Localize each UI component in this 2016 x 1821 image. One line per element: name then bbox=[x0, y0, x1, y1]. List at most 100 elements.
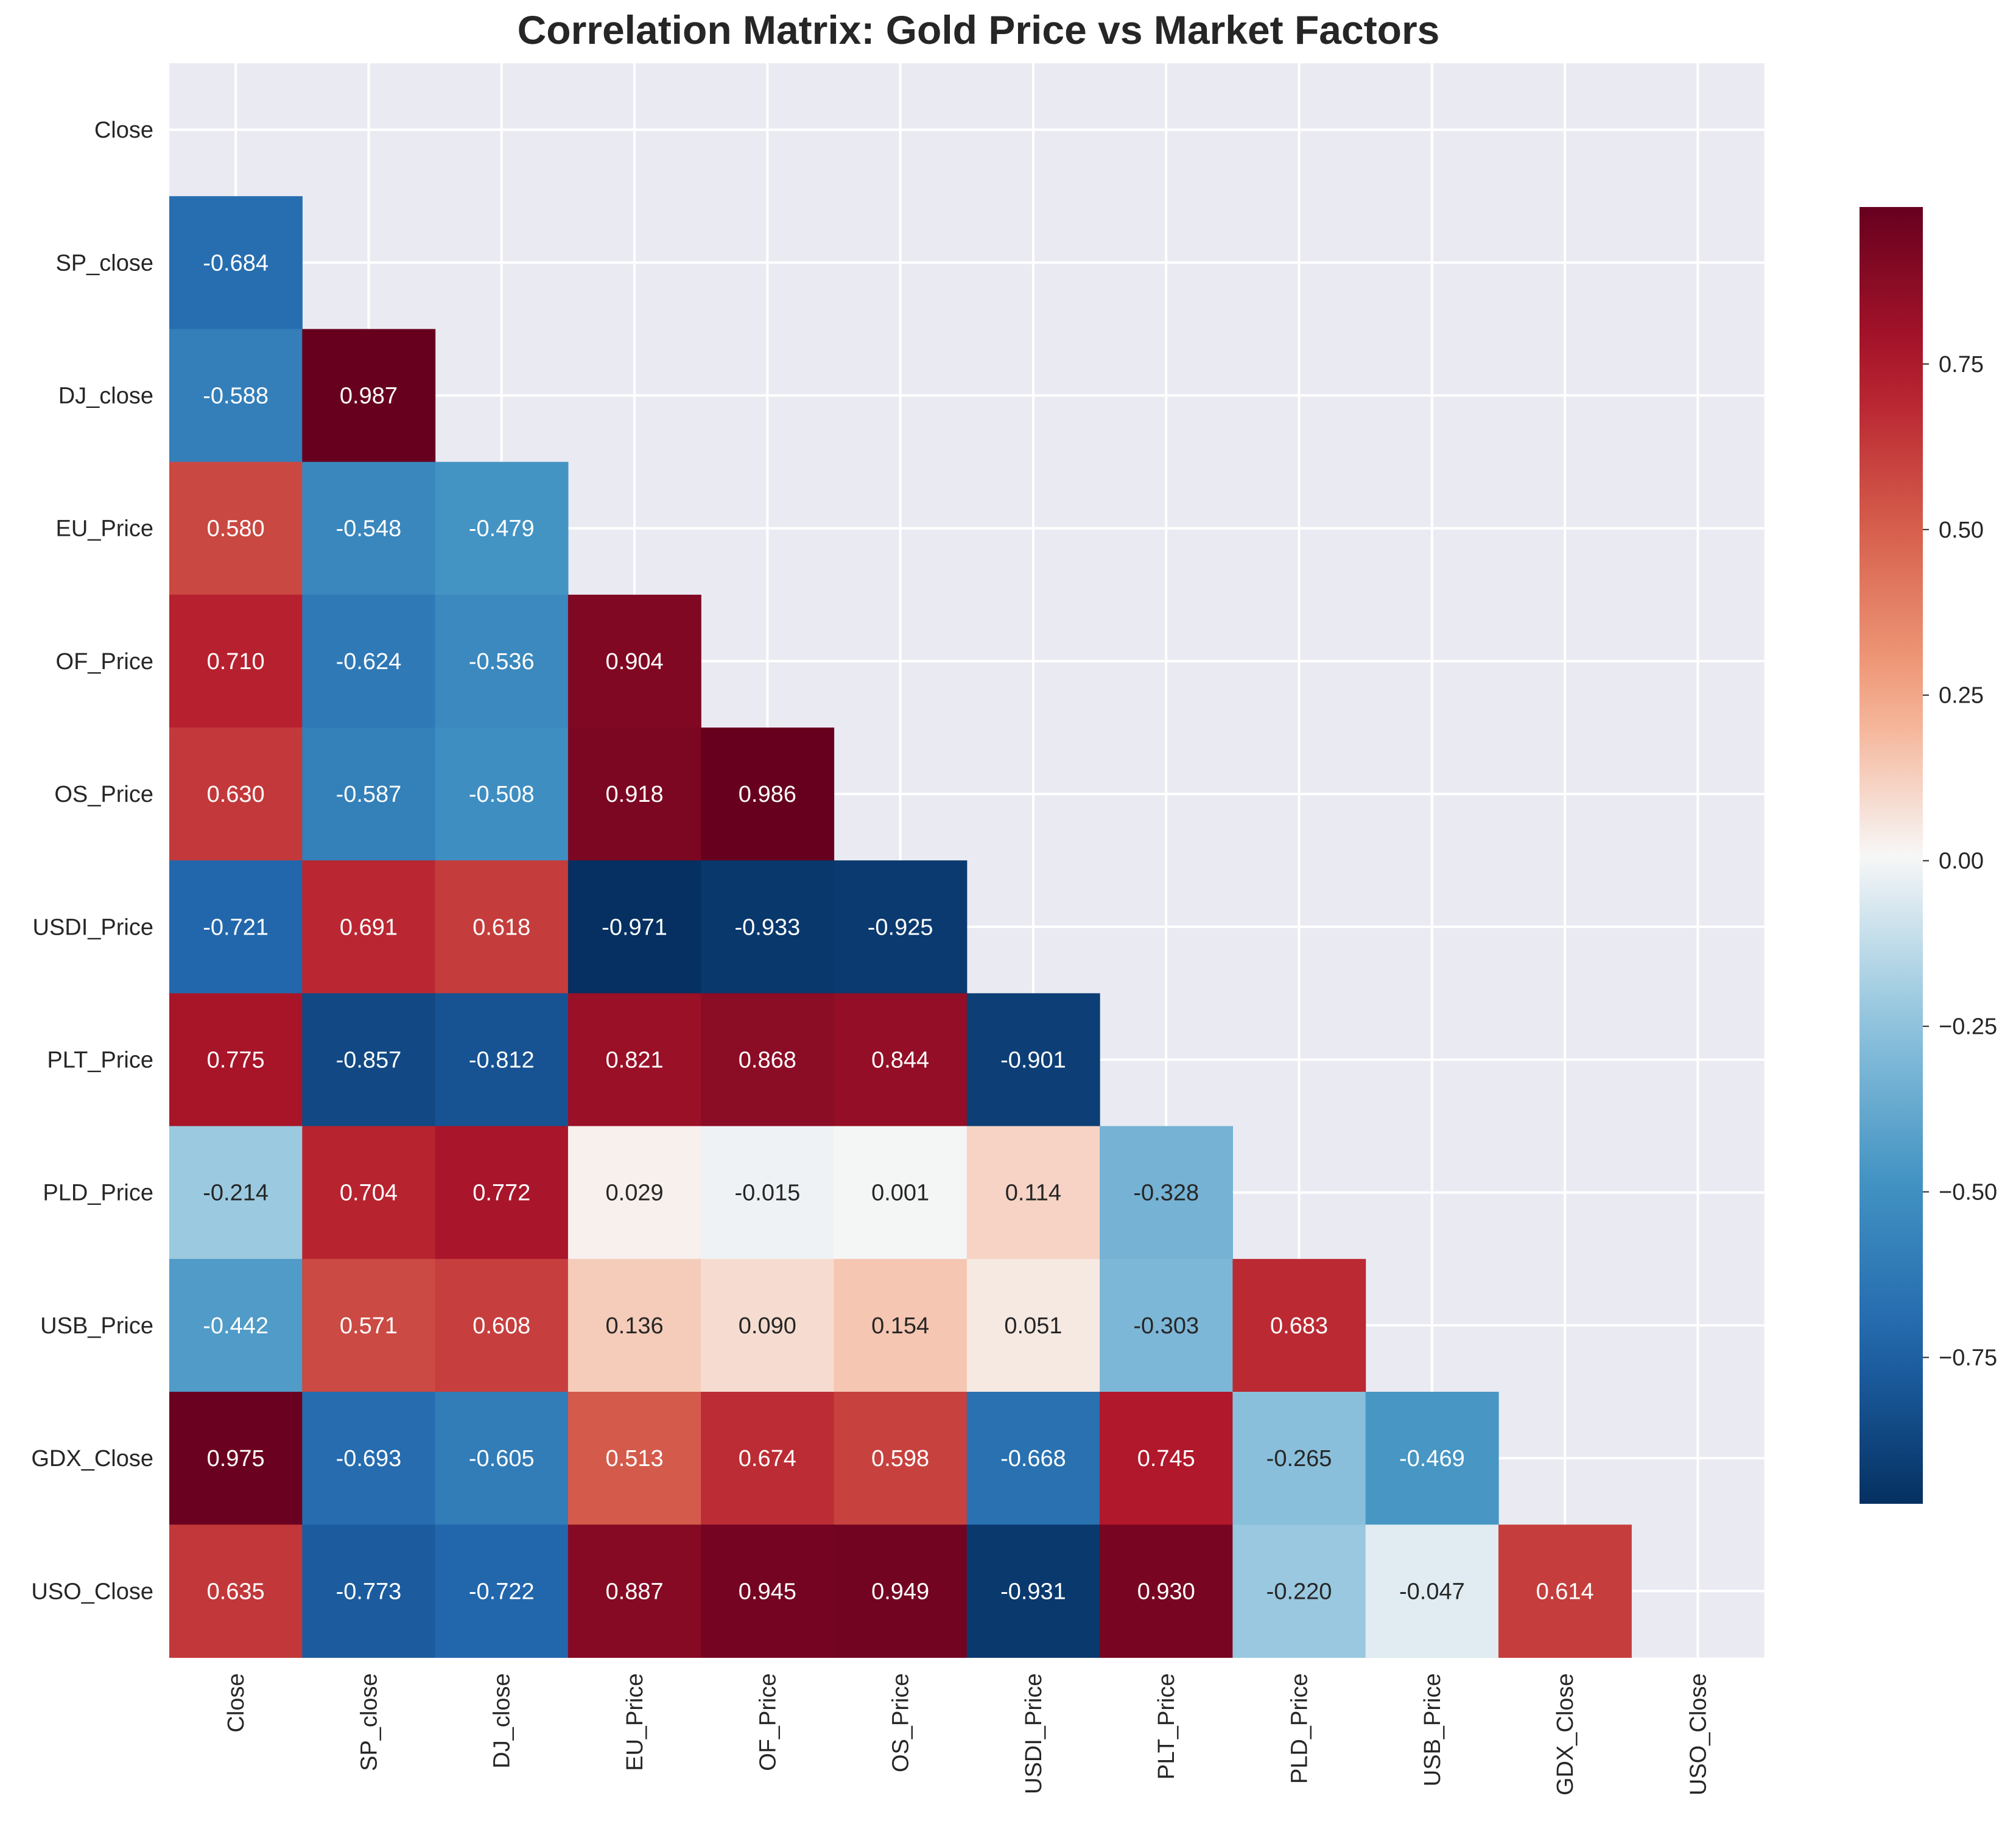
heatmap-cell bbox=[567, 728, 701, 861]
heatmap-cell bbox=[1100, 1525, 1233, 1658]
heatmap-cell bbox=[435, 1126, 569, 1260]
heatmap-cell bbox=[567, 860, 701, 994]
heatmap-cell bbox=[701, 1258, 835, 1392]
heatmap-cell bbox=[435, 1258, 569, 1392]
heatmap-cell bbox=[834, 860, 968, 994]
x-tick-label: USB_Price bbox=[1420, 1673, 1445, 1786]
heatmap-cell bbox=[169, 329, 303, 463]
cell-value-label: -0.015 bbox=[734, 1181, 800, 1206]
heatmap-cell bbox=[169, 461, 303, 595]
heatmap-cell bbox=[1498, 1525, 1632, 1658]
cell-value-label: -0.971 bbox=[602, 914, 667, 940]
heatmap-cell bbox=[302, 728, 436, 861]
heatmap-cell bbox=[302, 993, 436, 1127]
x-tick-label: Close bbox=[223, 1673, 249, 1732]
heatmap-cell bbox=[302, 1258, 436, 1392]
x-tick-label: OF_Price bbox=[755, 1673, 781, 1770]
cell-value-label: 0.136 bbox=[606, 1313, 664, 1339]
cell-value-label: 0.580 bbox=[207, 516, 265, 542]
colorbar: 0.75 0.50 0.25 0.00 −0.25 −0.50 −0.75 bbox=[1860, 207, 1997, 1504]
cell-value-label: 0.571 bbox=[340, 1313, 398, 1339]
heatmap-cell bbox=[1100, 1126, 1233, 1260]
heatmap-cell bbox=[302, 461, 436, 595]
heatmap-cell bbox=[1365, 1392, 1499, 1525]
cell-value-label: -0.328 bbox=[1133, 1181, 1199, 1206]
cell-value-label: -0.605 bbox=[469, 1446, 535, 1472]
cell-value-label: -0.214 bbox=[203, 1181, 269, 1206]
cell-value-label: -0.479 bbox=[469, 516, 535, 542]
cell-value-label: -0.624 bbox=[336, 649, 402, 675]
cell-value-label: 0.051 bbox=[1004, 1313, 1062, 1339]
cell-value-label: -0.508 bbox=[469, 782, 535, 807]
cell-value-label: -0.469 bbox=[1399, 1446, 1465, 1472]
cell-value-label: 0.154 bbox=[871, 1313, 929, 1339]
heatmap-cell bbox=[701, 1525, 835, 1658]
cell-value-label: -0.668 bbox=[1000, 1446, 1066, 1472]
y-tick-label: USO_Close bbox=[31, 1579, 153, 1604]
heatmap-cell bbox=[169, 1258, 303, 1392]
cell-value-label: 0.704 bbox=[340, 1181, 398, 1206]
y-tick-label: EU_Price bbox=[56, 516, 154, 542]
colorbar-tick-label: 0.25 bbox=[1939, 683, 1984, 709]
x-tick-label: USDI_Price bbox=[1021, 1673, 1047, 1794]
heatmap-cell bbox=[169, 728, 303, 861]
cell-value-label: -0.773 bbox=[336, 1579, 402, 1604]
x-tick-label: DJ_close bbox=[490, 1673, 515, 1768]
heatmap-cell bbox=[701, 1126, 835, 1260]
heatmap-cell bbox=[435, 860, 569, 994]
cell-value-label: -0.548 bbox=[336, 516, 402, 542]
cell-value-label: 0.710 bbox=[207, 649, 265, 675]
cell-value-label: -0.931 bbox=[1000, 1579, 1066, 1604]
heatmap-cell bbox=[435, 1392, 569, 1525]
heatmap-cell bbox=[302, 1126, 436, 1260]
y-tick-label: PLD_Price bbox=[43, 1181, 153, 1206]
heatmap-cell bbox=[169, 1126, 303, 1260]
cell-value-label: -0.588 bbox=[203, 384, 269, 409]
heatmap-cell bbox=[834, 1258, 968, 1392]
heatmap-cell bbox=[567, 1525, 701, 1658]
colorbar-tick-label: 0.00 bbox=[1939, 849, 1984, 874]
heatmap-cell bbox=[701, 728, 835, 861]
heatmap-cell bbox=[169, 594, 303, 728]
heatmap-cell bbox=[169, 860, 303, 994]
heatmap-cell bbox=[701, 993, 835, 1127]
heatmap-cell bbox=[302, 329, 436, 463]
colorbar-tick-label: −0.50 bbox=[1939, 1180, 1997, 1205]
heatmap-cell bbox=[302, 594, 436, 728]
heatmap-cell bbox=[1232, 1258, 1366, 1392]
heatmap-cell bbox=[169, 1525, 303, 1658]
cell-value-label: 0.635 bbox=[207, 1579, 265, 1604]
cell-value-label: 0.945 bbox=[739, 1579, 796, 1604]
cell-value-label: 0.975 bbox=[207, 1446, 265, 1472]
heatmap-cell bbox=[834, 1126, 968, 1260]
cell-value-label: 0.598 bbox=[871, 1446, 929, 1472]
heatmap-cell bbox=[1232, 1525, 1366, 1658]
heatmap-cell bbox=[1365, 1525, 1499, 1658]
heatmap-cell bbox=[834, 993, 968, 1127]
y-tick-label: Close bbox=[94, 118, 153, 143]
colorbar-tick-label: −0.75 bbox=[1939, 1346, 1997, 1371]
heatmap-cell bbox=[1232, 1392, 1366, 1525]
cell-value-label: -0.047 bbox=[1399, 1579, 1465, 1604]
cell-value-label: 0.114 bbox=[1005, 1181, 1061, 1206]
x-tick-label: SP_close bbox=[356, 1673, 382, 1771]
cell-value-label: -0.265 bbox=[1266, 1446, 1332, 1472]
cell-value-label: 0.775 bbox=[207, 1048, 265, 1073]
x-tick-labels: Close SP_close DJ_close EU_Price OF_Price OS_… bbox=[223, 1673, 1711, 1795]
y-tick-label: OS_Price bbox=[54, 782, 153, 807]
x-tick-label: USO_Close bbox=[1685, 1673, 1711, 1795]
colorbar-tick-label: 0.75 bbox=[1939, 352, 1984, 377]
cell-value-label: 0.918 bbox=[606, 782, 664, 807]
cell-value-label: -0.536 bbox=[469, 649, 535, 675]
cell-value-label: -0.693 bbox=[336, 1446, 402, 1472]
heatmap-cell bbox=[1100, 1258, 1233, 1392]
y-tick-labels: Close SP_close DJ_close EU_Price OF_Price OS_… bbox=[31, 118, 153, 1604]
colorbar-tick-label: 0.50 bbox=[1939, 518, 1984, 543]
cell-value-label: -0.220 bbox=[1266, 1579, 1332, 1604]
heatmap-cell bbox=[1100, 1392, 1233, 1525]
heatmap-cell bbox=[169, 196, 303, 329]
cell-value-label: 0.630 bbox=[207, 782, 265, 807]
x-tick-label: PLD_Price bbox=[1287, 1673, 1313, 1784]
cell-value-label: 0.001 bbox=[871, 1181, 929, 1206]
